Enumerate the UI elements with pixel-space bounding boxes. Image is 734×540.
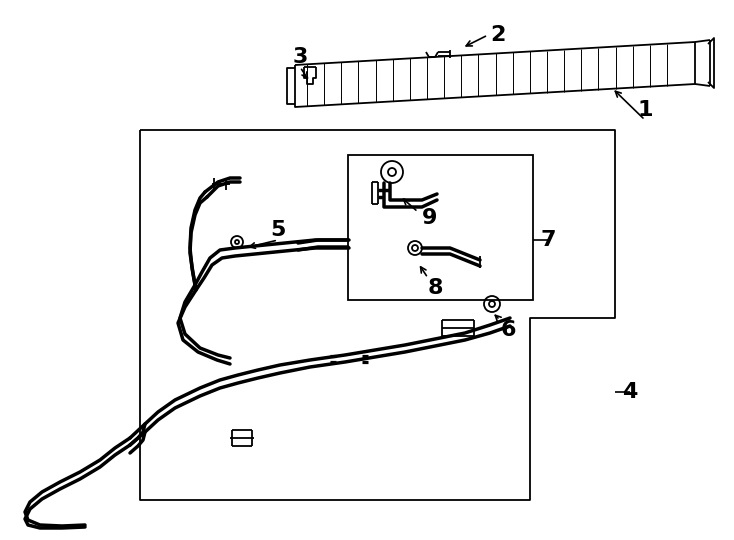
Text: 7: 7 xyxy=(540,230,556,250)
Text: 2: 2 xyxy=(490,25,506,45)
Text: 6: 6 xyxy=(501,320,516,340)
Text: 8: 8 xyxy=(427,278,443,298)
Text: 5: 5 xyxy=(270,220,286,240)
Text: 1: 1 xyxy=(637,100,653,120)
Bar xyxy=(348,155,533,300)
Text: 3: 3 xyxy=(292,47,308,67)
Text: 4: 4 xyxy=(622,382,638,402)
Text: 9: 9 xyxy=(422,208,437,228)
